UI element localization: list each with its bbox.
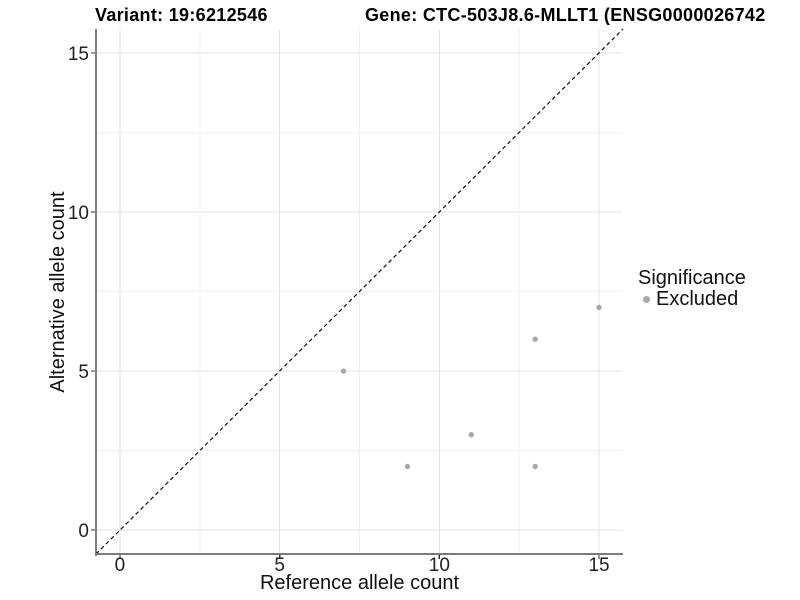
data-point	[532, 463, 538, 470]
plot-title-variant: Variant: 19:6212546	[95, 5, 268, 25]
x-tick-label: 15	[588, 555, 609, 576]
y-tick-label: 5	[78, 362, 89, 383]
data-point	[596, 304, 602, 311]
plot-title-gene: Gene: CTC-503J8.6-MLLT1 (ENSG0000026742	[365, 5, 766, 25]
legend-item-excluded: Excluded	[636, 289, 746, 310]
x-tick-label: 5	[274, 555, 285, 576]
legend-title: Significance	[638, 267, 746, 289]
data-point	[404, 463, 411, 470]
circle-icon	[643, 296, 650, 303]
y-axis-title: Alternative allele count	[47, 191, 69, 393]
x-axis-title: Reference allele count	[259, 572, 459, 594]
x-tick-label: 0	[115, 555, 126, 576]
legend: Significance Excluded	[636, 267, 746, 310]
legend-item-label: Excluded	[656, 288, 739, 310]
y-tick-label: 15	[68, 44, 89, 65]
identity-dashed-line	[95, 28, 624, 555]
data-point	[468, 431, 474, 438]
data-point	[340, 368, 347, 374]
y-tick-label: 10	[68, 203, 89, 224]
y-tick-label: 0	[78, 521, 89, 542]
data-point	[532, 336, 538, 342]
x-tick-label: 10	[429, 555, 450, 576]
